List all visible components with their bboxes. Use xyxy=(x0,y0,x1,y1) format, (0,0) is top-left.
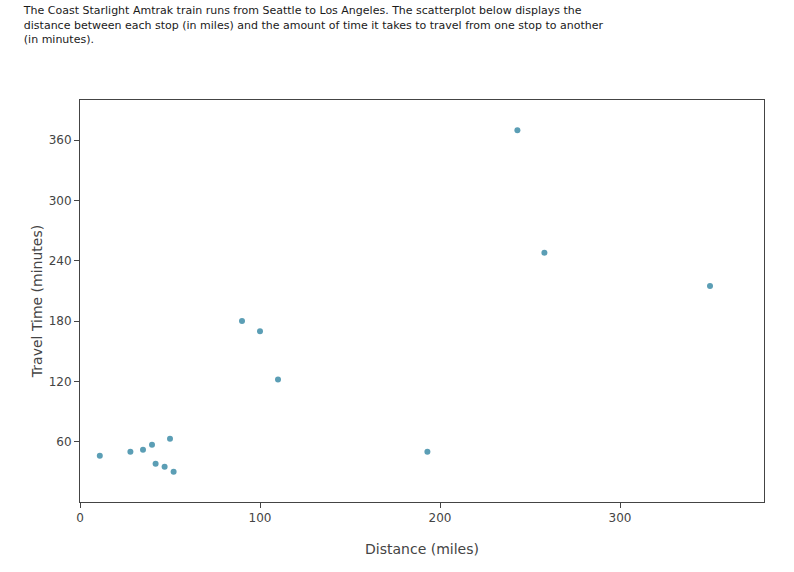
svg-text:120: 120 xyxy=(49,375,72,389)
svg-text:180: 180 xyxy=(49,314,72,328)
svg-text:100: 100 xyxy=(249,511,272,525)
svg-text:Distance (miles): Distance (miles) xyxy=(365,541,479,557)
svg-text:300: 300 xyxy=(609,511,632,525)
svg-text:The Coast Starlight Amtrak tra: The Coast Starlight Amtrak train runs fr… xyxy=(23,4,604,46)
svg-text:300: 300 xyxy=(49,194,72,208)
svg-text:0: 0 xyxy=(76,511,84,525)
svg-text:200: 200 xyxy=(429,511,452,525)
svg-text:Travel Time (minutes): Travel Time (minutes) xyxy=(29,225,45,378)
svg-text:360: 360 xyxy=(49,133,72,147)
svg-text:60: 60 xyxy=(56,435,71,449)
svg-text:240: 240 xyxy=(49,254,72,268)
